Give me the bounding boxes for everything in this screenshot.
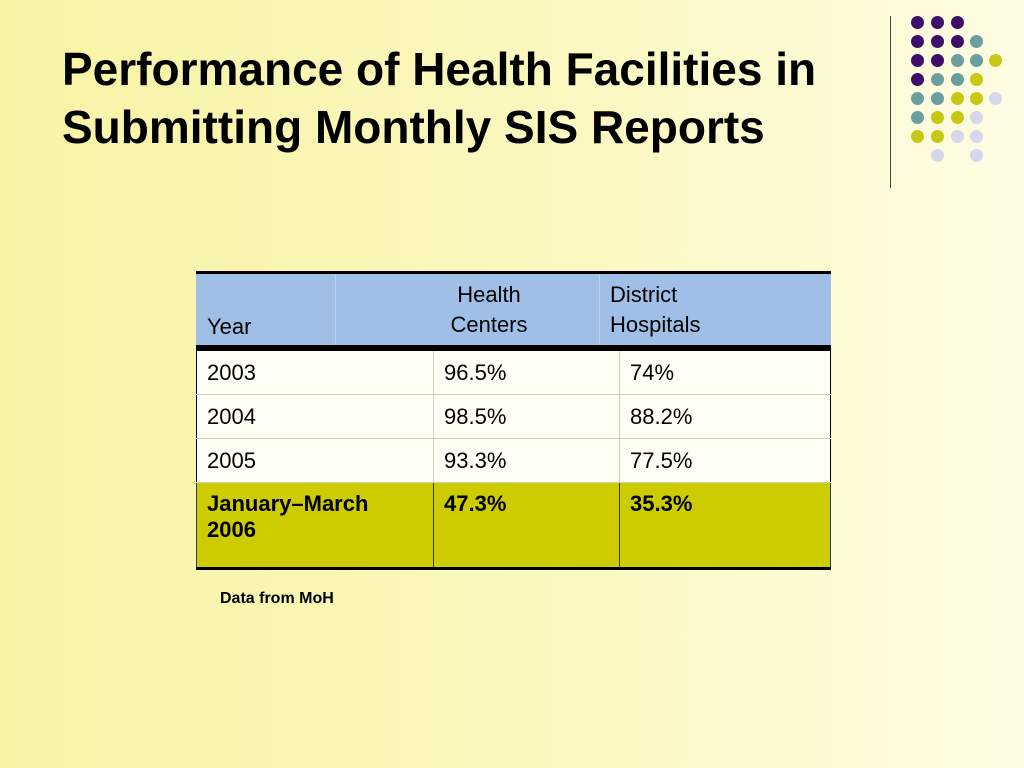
cell-district-hospitals: 88.2% [619,394,831,439]
footnote: Data from MoH [220,590,334,607]
cell-district-hospitals: 74% [619,349,831,395]
table-header: Year Health Centers District Hospitals [196,271,831,348]
table-row: 2003 96.5% 74% [196,349,831,395]
header-separator [335,274,336,345]
header-district-hospitals: District Hospitals [610,280,700,340]
dot-purple [931,35,944,48]
header-health-centers: Health Centers [434,280,544,340]
cell-health-centers: 93.3% [433,438,620,483]
cell-district-hospitals: 77.5% [619,438,831,483]
dot-teal [911,92,924,105]
dot-teal [970,35,983,48]
dot-purple [911,73,924,86]
dot-purple [951,16,964,29]
cell-health-centers: 98.5% [433,394,620,439]
cell-year: 2005 [196,438,434,483]
dot-teal [931,73,944,86]
dot-yellow [970,92,983,105]
dot-teal [931,92,944,105]
dot-yellow [970,73,983,86]
vertical-divider [890,16,891,188]
dot-teal [951,54,964,67]
slide-title: Performance of Health Facilities in Subm… [62,43,817,153]
dot-teal [970,54,983,67]
cell-health-centers: 96.5% [433,349,620,395]
dot-teal [951,73,964,86]
cell-year: 2004 [196,394,434,439]
table-row-highlighted: January–March 2006 47.3% 35.3% [196,482,831,569]
dot-lavender [970,111,983,124]
dot-yellow [951,111,964,124]
cell-district-hospitals: 35.3% [619,482,831,569]
dot-purple [951,35,964,48]
dot-yellow [931,130,944,143]
dot-lavender [951,130,964,143]
cell-year: January–March 2006 [196,482,434,569]
dot-yellow [989,54,1002,67]
header-health-centers-line2: Centers [450,312,528,337]
dot-purple [911,16,924,29]
table-row: 2005 93.3% 77.5% [196,438,831,483]
dot-lavender [989,92,1002,105]
dot-purple [931,16,944,29]
dot-purple [911,35,924,48]
header-district-hospitals-line2: Hospitals [610,312,701,337]
header-year: Year [207,314,252,339]
dot-yellow [951,92,964,105]
dot-lavender [970,130,983,143]
cell-year: 2003 [196,349,434,395]
dot-yellow [931,111,944,124]
header-district-hospitals-line1: District [610,282,678,307]
dot-yellow [911,130,924,143]
table-row: 2004 98.5% 88.2% [196,394,831,439]
dot-teal [911,111,924,124]
header-separator [599,274,600,345]
data-table: 2003 96.5% 74% 2004 98.5% 88.2% 2005 93.… [196,348,831,570]
header-health-centers-line1: Health [457,282,521,307]
dot-lavender [970,149,983,162]
dot-purple [911,54,924,67]
dot-purple [931,54,944,67]
dot-lavender [931,149,944,162]
cell-health-centers: 47.3% [433,482,620,569]
